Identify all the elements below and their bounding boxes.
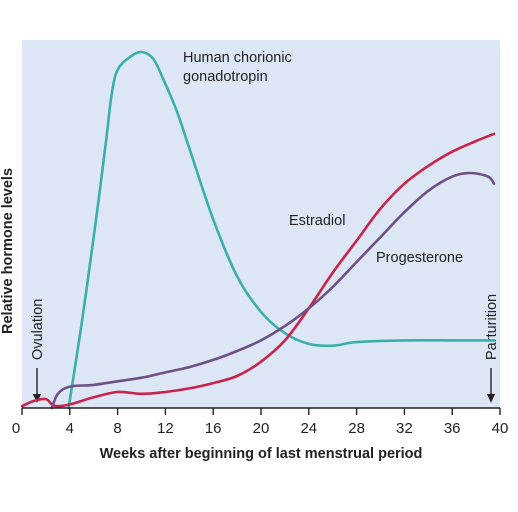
series-progesterone — [50, 171, 496, 410]
x-tick-label: 0 — [12, 420, 20, 437]
x-tick-label: 32 — [396, 420, 413, 437]
x-tick-label: 40 — [492, 420, 509, 437]
progesterone-line — [50, 171, 496, 410]
series-label-estradiol: Estradiol — [289, 213, 345, 229]
series-hcg — [67, 50, 496, 410]
series-label-hcg: Human chorionic gonadotropin — [183, 50, 296, 85]
x-axis-title: Weeks after beginning of last menstrual … — [100, 446, 423, 462]
x-tick-label: 12 — [157, 420, 174, 437]
x-tick-label: 36 — [444, 420, 461, 437]
estradiol-line — [20, 132, 496, 408]
ovulation-arrowhead — [33, 394, 41, 403]
series-estradiol — [20, 132, 496, 408]
y-axis-label: Relative hormone levels — [0, 168, 16, 334]
x-tick-label: 8 — [113, 420, 121, 437]
x-tick-label: 28 — [348, 420, 365, 437]
ovulation-label: Ovulation — [30, 299, 46, 360]
x-tick-label: 16 — [205, 420, 222, 437]
parturition-label: Parturition — [484, 294, 500, 360]
x-tick-label: 4 — [66, 420, 74, 437]
series-label-progesterone: Progesterone — [376, 250, 463, 266]
parturition-arrowhead — [487, 394, 495, 403]
x-tick-label: 20 — [253, 420, 270, 437]
plot-background — [22, 40, 500, 408]
x-tick-label: 24 — [300, 420, 317, 437]
hcg-line — [67, 50, 496, 410]
hcg-label-line2: gonadotropin — [183, 69, 268, 85]
hcg-label-line1: Human chorionic — [183, 50, 292, 66]
x-axis: 0 4 8 12 16 20 24 28 32 36 40 — [12, 407, 509, 437]
